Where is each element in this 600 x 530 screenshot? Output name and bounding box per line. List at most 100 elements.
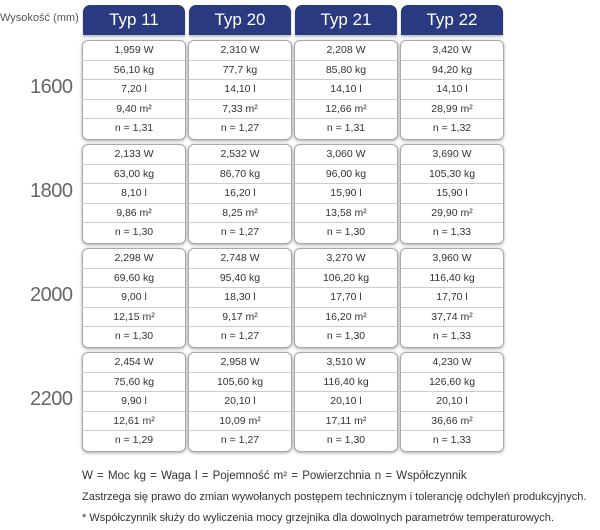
spec-card: 2,748 W 95,40 kg 18,30 l 9,17 m² n = 1,2… [188, 248, 292, 348]
capacity-cell: 20,10 l [189, 392, 291, 412]
coefficient-cell: n = 1,27 [220, 330, 260, 343]
capacity-cell: 9,00 l [83, 288, 185, 308]
power-cell: 2,310 W [189, 41, 291, 61]
capacity-cell: 20,10 l [401, 392, 503, 412]
spec-card: 1,959 W 56,10 kg 7,20 l 9,40 m² n = 1,31 [82, 40, 186, 140]
capacity-cell: 15,90 l [401, 184, 503, 204]
weight-cell: 116,40 kg [401, 269, 503, 289]
weight-cell: 77,7 kg [189, 61, 291, 81]
area-cell: 29,90 m² [401, 204, 503, 224]
height-group-2000: 2000 2,298 W 69,60 kg 9,00 l 12,15 m² n … [0, 248, 520, 348]
weight-cell: 75,60 kg [83, 373, 185, 393]
spec-card: 2,532 W 86,70 kg 16,20 l 8,25 m² n = 1,2… [188, 144, 292, 244]
power-cell: 2,748 W [189, 249, 291, 269]
coefficient-cell: n = 1,30 [114, 330, 154, 343]
column-header-typ-11: Typ 11 [83, 5, 185, 35]
power-cell: 2,133 W [83, 145, 185, 165]
power-cell: 2,532 W [189, 145, 291, 165]
spec-card: 2,133 W 63,00 kg 8,10 l 9,86 m² n = 1,30 [82, 144, 186, 244]
capacity-cell: 14,10 l [401, 80, 503, 100]
capacity-cell: 7,20 l [83, 80, 185, 100]
spec-card: 2,298 W 69,60 kg 9,00 l 12,15 m² n = 1,3… [82, 248, 186, 348]
coefficient-cell: n = 1,33 [432, 226, 472, 239]
coefficient-cell: n = 1,33 [432, 434, 472, 447]
power-cell: 3,270 W [295, 249, 397, 269]
spec-card: 3,270 W 106,20 kg 17,70 l 16,20 m² n = 1… [294, 248, 398, 348]
area-cell: 17,11 m² [295, 412, 397, 432]
coefficient-cell: n = 1,30 [326, 226, 366, 239]
capacity-cell: 17,70 l [401, 288, 503, 308]
area-cell: 36,66 m² [401, 412, 503, 432]
disclaimer-note: Zastrzega się prawo do zmian wywołanych … [82, 491, 587, 503]
spec-card: 3,510 W 116,40 kg 20,10 l 17,11 m² n = 1… [294, 352, 398, 452]
power-cell: 2,454 W [83, 353, 185, 373]
area-cell: 12,15 m² [83, 308, 185, 328]
capacity-cell: 17,70 l [295, 288, 397, 308]
spec-card: 4,230 W 126,60 kg 20,10 l 36,66 m² n = 1… [400, 352, 504, 452]
weight-cell: 63,00 kg [83, 165, 185, 185]
area-cell: 28,99 m² [401, 100, 503, 120]
height-group-1800: 1800 2,133 W 63,00 kg 8,10 l 9,86 m² n =… [0, 144, 520, 244]
capacity-cell: 16,20 l [189, 184, 291, 204]
capacity-cell: 8,10 l [83, 184, 185, 204]
coefficient-cell: n = 1,30 [326, 434, 366, 447]
spec-card: 2,310 W 77,7 kg 14,10 l 7,33 m² n = 1,27 [188, 40, 292, 140]
coefficient-cell: n = 1,32 [432, 122, 472, 135]
area-cell: 10,09 m² [189, 412, 291, 432]
spec-card: 2,958 W 105,60 kg 20,10 l 10,09 m² n = 1… [188, 352, 292, 452]
power-cell: 2,958 W [189, 353, 291, 373]
weight-cell: 69,60 kg [83, 269, 185, 289]
coefficient-cell: n = 1,30 [326, 330, 366, 343]
coefficient-cell: n = 1,33 [432, 330, 472, 343]
spec-card: 3,690 W 105,30 kg 15,90 l 29,90 m² n = 1… [400, 144, 504, 244]
weight-cell: 86,70 kg [189, 165, 291, 185]
coefficient-cell: n = 1,27 [220, 226, 260, 239]
weight-cell: 94,20 kg [401, 61, 503, 81]
coefficient-cell: n = 1,30 [114, 226, 154, 239]
spec-card: 2,454 W 75,60 kg 9,90 l 12,61 m² n = 1,2… [82, 352, 186, 452]
area-cell: 16,20 m² [295, 308, 397, 328]
area-cell: 12,61 m² [83, 412, 185, 432]
area-cell: 9,17 m² [189, 308, 291, 328]
weight-cell: 105,30 kg [401, 165, 503, 185]
coefficient-cell: n = 1,27 [220, 434, 260, 447]
height-value: 2200 [30, 388, 73, 410]
spec-card: 3,420 W 94,20 kg 14,10 l 28,99 m² n = 1,… [400, 40, 504, 140]
coefficient-cell: n = 1,27 [220, 122, 260, 135]
capacity-cell: 20,10 l [295, 392, 397, 412]
capacity-cell: 18,30 l [189, 288, 291, 308]
column-header-typ-21: Typ 21 [295, 5, 397, 35]
weight-cell: 126,60 kg [401, 373, 503, 393]
power-cell: 1,959 W [83, 41, 185, 61]
weight-cell: 106,20 kg [295, 269, 397, 289]
height-value: 1800 [30, 180, 73, 202]
area-cell: 37,74 m² [401, 308, 503, 328]
power-cell: 3,420 W [401, 41, 503, 61]
spec-card: 3,960 W 116,40 kg 17,70 l 37,74 m² n = 1… [400, 248, 504, 348]
weight-cell: 105,60 kg [189, 373, 291, 393]
area-cell: 7,33 m² [189, 100, 291, 120]
weight-cell: 85,80 kg [295, 61, 397, 81]
area-cell: 12,66 m² [295, 100, 397, 120]
capacity-cell: 14,10 l [295, 80, 397, 100]
capacity-cell: 15,90 l [295, 184, 397, 204]
coefficient-cell: n = 1,31 [326, 122, 366, 135]
weight-cell: 56,10 kg [83, 61, 185, 81]
power-cell: 3,960 W [401, 249, 503, 269]
area-cell: 13,58 m² [295, 204, 397, 224]
spec-card: 2,208 W 85,80 kg 14,10 l 12,66 m² n = 1,… [294, 40, 398, 140]
height-group-2200: 2200 2,454 W 75,60 kg 9,90 l 12,61 m² n … [0, 352, 520, 452]
units-legend: W = Moc kg = Waga l = Pojemność m² = Pow… [82, 470, 467, 482]
power-cell: 2,208 W [295, 41, 397, 61]
weight-cell: 95,40 kg [189, 269, 291, 289]
area-cell: 8,25 m² [189, 204, 291, 224]
weight-cell: 116,40 kg [295, 373, 397, 393]
power-cell: 3,510 W [295, 353, 397, 373]
coefficient-footnote: * Współczynnik służy do wyliczenia mocy … [82, 512, 554, 524]
power-cell: 3,690 W [401, 145, 503, 165]
coefficient-cell: n = 1,31 [114, 122, 154, 135]
capacity-cell: 9,90 l [83, 392, 185, 412]
height-column-label: Wysokość (mm) [0, 12, 79, 24]
power-cell: 4,230 W [401, 353, 503, 373]
height-value: 1600 [30, 76, 73, 98]
